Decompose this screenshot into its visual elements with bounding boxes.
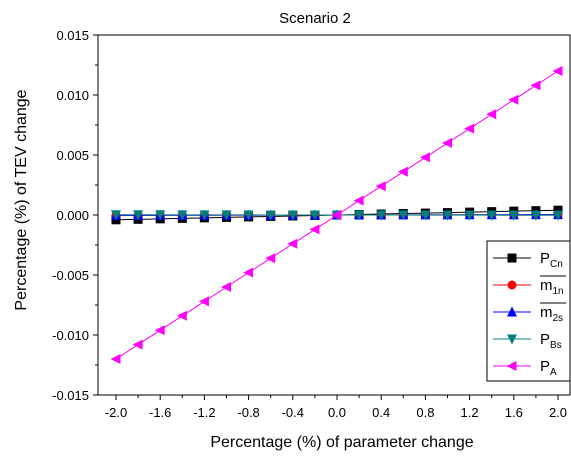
x-axis-title: Percentage (%) of parameter change <box>210 434 473 451</box>
legend-marker <box>506 361 517 371</box>
x-tick-label: -1.2 <box>193 405 215 420</box>
y-tick-label: -0.005 <box>52 268 89 283</box>
data-point <box>110 354 121 364</box>
data-point <box>265 253 276 264</box>
data-point <box>508 94 519 105</box>
y-axis: -0.015 -0.010 -0.005 0.000 0.005 0.010 0.015 <box>52 28 98 403</box>
legend-item: PCn <box>493 250 563 270</box>
data-point <box>464 210 475 221</box>
data-point <box>375 181 386 192</box>
data-point <box>420 210 431 221</box>
data-point <box>265 210 276 221</box>
series-5 <box>110 66 563 364</box>
legend-item: m1n <box>493 275 566 297</box>
legend-item: PBs <box>493 331 562 351</box>
x-axis: -2.0 -1.6 -1.2 -0.8 -0.4 0.0 0.4 0.8 1.2 1.6 2.0 <box>105 395 567 420</box>
data-point <box>177 210 188 221</box>
x-tick-label: -1.6 <box>149 405 171 420</box>
x-tick-label: -2.0 <box>105 405 127 420</box>
legend-item: m2s <box>493 302 566 324</box>
data-point <box>133 210 144 221</box>
legend-label: PA <box>540 358 557 378</box>
legend-marker <box>507 253 517 263</box>
legend-marker <box>507 280 517 290</box>
data-point <box>553 210 563 221</box>
y-tick-label: 0.015 <box>56 28 89 43</box>
data-point <box>442 210 453 221</box>
data-point <box>552 66 563 76</box>
data-point <box>464 123 475 134</box>
data-point <box>353 195 364 206</box>
x-tick-label: 1.6 <box>505 405 523 420</box>
legend-label: PCn <box>540 250 563 270</box>
data-point <box>199 210 210 221</box>
data-point <box>530 80 541 91</box>
x-tick-label: 0.0 <box>328 405 346 420</box>
data-point <box>243 210 254 221</box>
x-tick-label: 1.2 <box>461 405 479 420</box>
series-4 <box>111 210 563 221</box>
data-point <box>398 210 409 221</box>
legend-label: m1n <box>540 277 564 297</box>
series-layer <box>110 66 563 364</box>
y-tick-label: 0.010 <box>56 88 89 103</box>
legend: PCn m1n m2s PBs PA <box>486 240 571 382</box>
data-point <box>486 109 497 120</box>
legend-marker <box>507 334 517 345</box>
data-point <box>419 152 430 163</box>
data-point <box>221 210 232 221</box>
x-tick-label: -0.8 <box>237 405 259 420</box>
x-tick-label: 0.4 <box>372 405 390 420</box>
data-point <box>287 210 298 221</box>
x-tick-label: -0.4 <box>282 405 304 420</box>
y-tick-label: 0.000 <box>56 208 89 223</box>
data-point <box>198 296 209 307</box>
data-point <box>442 138 452 148</box>
data-point <box>154 325 165 336</box>
x-tick-label: 2.0 <box>549 405 567 420</box>
data-point <box>508 210 519 221</box>
legend-marker <box>507 306 517 317</box>
legend-label: PBs <box>540 331 562 351</box>
y-tick-label: -0.010 <box>52 328 89 343</box>
data-point <box>221 282 231 292</box>
y-tick-label: 0.005 <box>56 148 89 163</box>
data-point <box>331 210 342 220</box>
y-axis-title: Percentage (%) of TEV change <box>13 89 30 310</box>
data-point <box>486 210 497 221</box>
data-point <box>354 210 365 221</box>
data-point <box>176 310 187 321</box>
data-point <box>376 210 387 221</box>
chart-title: Scenario 2 <box>279 10 351 27</box>
data-point <box>397 166 408 177</box>
data-point <box>287 238 298 249</box>
legend-label: m2s <box>540 304 563 324</box>
data-point <box>132 339 143 350</box>
data-point <box>309 224 320 235</box>
legend-item: PA <box>493 358 557 378</box>
x-tick-label: 0.8 <box>416 405 434 420</box>
data-point <box>243 267 254 278</box>
y-tick-label: -0.015 <box>52 388 89 403</box>
data-point <box>155 210 166 221</box>
data-point <box>530 210 541 221</box>
data-point <box>111 210 121 221</box>
data-point <box>309 210 320 221</box>
legend-box <box>486 240 571 382</box>
